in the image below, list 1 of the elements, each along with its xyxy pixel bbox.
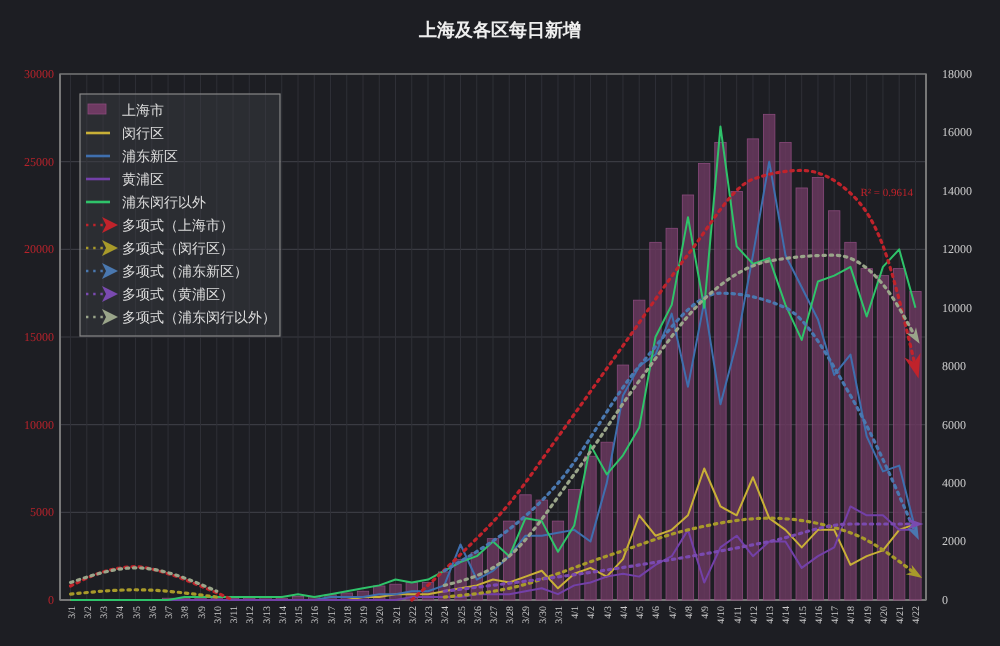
chart-title: 上海及各区每日新增: [417, 20, 581, 42]
